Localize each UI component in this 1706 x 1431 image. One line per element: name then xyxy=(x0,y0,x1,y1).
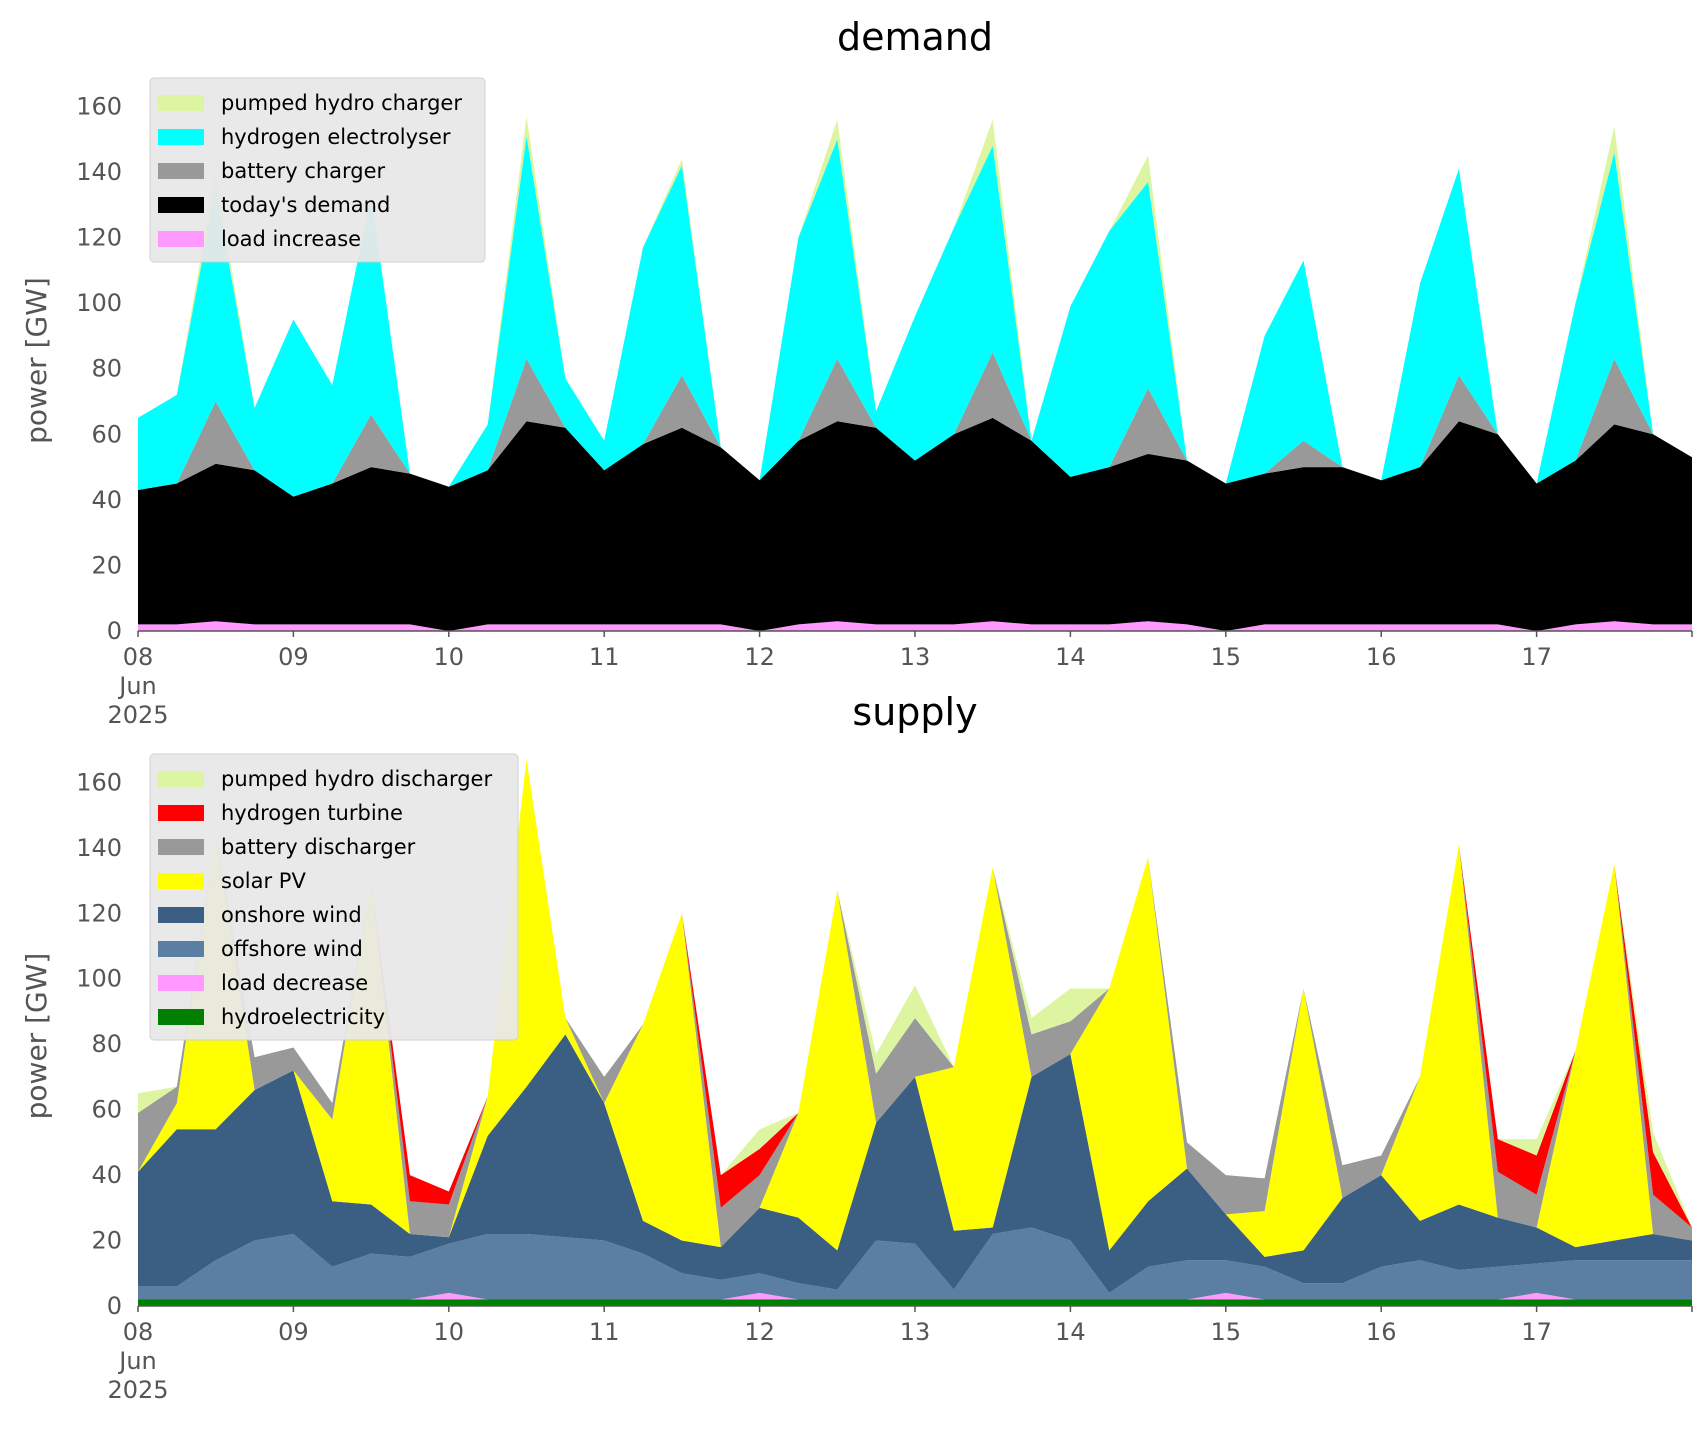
area-offshore-wind xyxy=(138,1227,1692,1300)
x-tick-label: 12 xyxy=(744,643,775,671)
y-tick-label: 20 xyxy=(91,1227,122,1255)
y-tick-label: 140 xyxy=(76,834,122,862)
legend-swatch xyxy=(158,163,204,179)
legend-swatch xyxy=(158,941,204,957)
legend-entry: pumped hydro discharger xyxy=(221,767,492,791)
area-today-s-demand xyxy=(138,417,1692,631)
x-tick-label: 12 xyxy=(744,1318,775,1346)
legend-entry: hydrogen electrolyser xyxy=(221,125,451,149)
demand-panel: demand power [GW] 0 20 40 60 80 100 120 140 160 08 J… xyxy=(20,15,1693,729)
area-onshore-wind xyxy=(138,1034,1692,1293)
legend-swatch xyxy=(158,129,204,145)
area-battery-discharger xyxy=(138,759,1692,1248)
y-tick-label: 140 xyxy=(76,158,122,186)
legend-entry: battery discharger xyxy=(221,835,416,859)
legend-swatch xyxy=(158,231,204,247)
x-tick-label: 10 xyxy=(434,643,465,671)
x-tick-label: 13 xyxy=(900,643,931,671)
y-tick-label: 120 xyxy=(76,899,122,927)
x-tick-label: 14 xyxy=(1055,643,1086,671)
area-hydroelectricity xyxy=(138,1299,1692,1306)
x-tick-label: 11 xyxy=(589,1318,620,1346)
area-load-increase xyxy=(138,621,1692,631)
area-hydrogen-turbine xyxy=(138,759,1692,1228)
legend-entry: today's demand xyxy=(221,193,390,217)
legend-entry: load decrease xyxy=(221,971,368,995)
y-tick-label: 120 xyxy=(76,224,122,252)
y-tick-label: 0 xyxy=(107,1292,122,1320)
y-tick-label: 0 xyxy=(107,617,122,645)
x-tick-label: 09 xyxy=(278,643,309,671)
y-tick-label: 40 xyxy=(91,1161,122,1189)
legend-swatch xyxy=(158,839,204,855)
area-load-decrease xyxy=(138,1292,1692,1300)
area-solar-pv xyxy=(138,759,1692,1257)
x-tick-label: 11 xyxy=(589,643,620,671)
y-tick-label: 60 xyxy=(91,420,122,448)
x-tick-label: 17 xyxy=(1521,1318,1552,1346)
y-tick-label: 80 xyxy=(91,355,122,383)
y-tick-label: 160 xyxy=(76,92,122,120)
x-tick-label: 15 xyxy=(1211,1318,1242,1346)
legend-entry: hydroelectricity xyxy=(221,1005,385,1029)
legend-entry: solar PV xyxy=(221,869,306,893)
y-tick-label: 100 xyxy=(76,289,122,317)
legend-entry: battery charger xyxy=(221,159,386,183)
x-tick-label: 14 xyxy=(1055,1318,1086,1346)
area-hydrogen-electrolyser xyxy=(138,135,1692,497)
legend-entry: load increase xyxy=(221,227,361,251)
y-tick-label: 80 xyxy=(91,1030,122,1058)
y-tick-label: 160 xyxy=(76,768,122,796)
legend: pumped hydro discharger hydrogen turbine b… xyxy=(149,753,519,1041)
legend-swatch xyxy=(158,873,204,889)
y-tick-label: 40 xyxy=(91,486,122,514)
supply-panel: supply power [GW] 0 20 40 60 80 100 120 140 160 08 J… xyxy=(20,690,1693,1404)
y-tick-label: 60 xyxy=(91,1096,122,1124)
y-tick-label: 20 xyxy=(91,551,122,579)
x-tick-label: 08 Jun 2025 xyxy=(107,643,168,729)
x-tick-label: 16 xyxy=(1366,643,1397,671)
legend-swatch xyxy=(158,1009,204,1025)
area-battery-charger xyxy=(138,352,1692,497)
legend: pumped hydro charger hydrogen electrolyse… xyxy=(149,77,486,263)
legend-entry: onshore wind xyxy=(221,903,362,927)
area-pumped-hydro-discharger xyxy=(138,759,1692,1228)
legend-entry: hydrogen turbine xyxy=(221,801,403,825)
x-tick-label: 16 xyxy=(1366,1318,1397,1346)
y-axis-label: power [GW] xyxy=(20,277,53,444)
y-axis-label: power [GW] xyxy=(20,953,53,1120)
x-tick-label: 10 xyxy=(434,1318,465,1346)
chart-title: demand xyxy=(837,15,993,59)
chart-title: supply xyxy=(852,690,977,734)
y-tick-label: 100 xyxy=(76,965,122,993)
legend-swatch xyxy=(158,907,204,923)
legend-swatch xyxy=(158,197,204,213)
legend-swatch xyxy=(158,95,204,111)
legend-swatch xyxy=(158,975,204,991)
x-tick-label: 17 xyxy=(1521,643,1552,671)
legend-entry: pumped hydro charger xyxy=(221,91,462,115)
legend-swatch xyxy=(158,771,204,787)
legend-swatch xyxy=(158,805,204,821)
x-tick-label: 15 xyxy=(1211,643,1242,671)
legend-entry: offshore wind xyxy=(221,937,363,961)
x-tick-label: 08 Jun 2025 xyxy=(107,1318,168,1404)
x-tick-label: 09 xyxy=(278,1318,309,1346)
x-tick-label: 13 xyxy=(900,1318,931,1346)
